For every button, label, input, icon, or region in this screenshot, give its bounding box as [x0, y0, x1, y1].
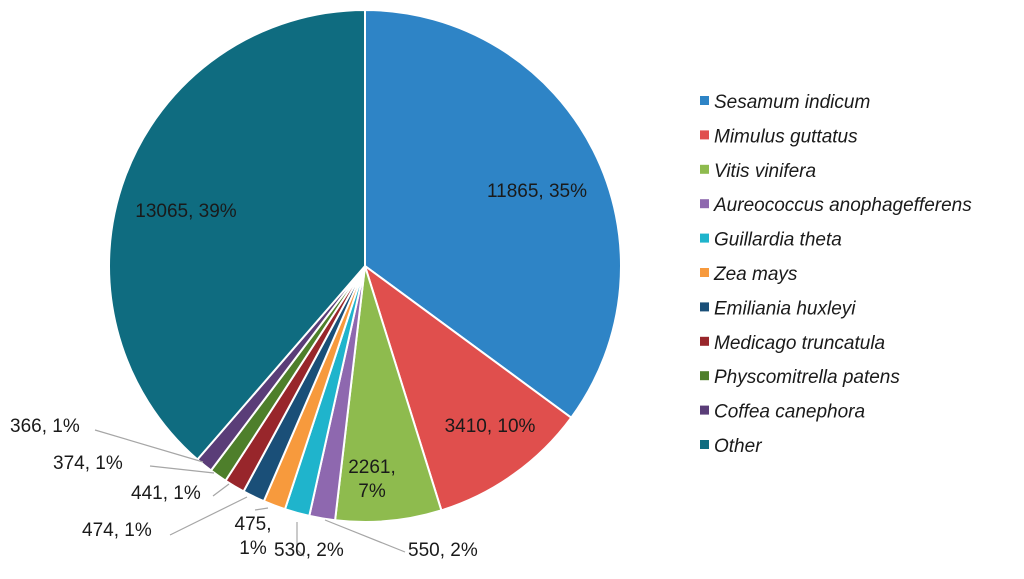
- legend-item-emiliania-huxleyi: Emiliania huxleyi: [700, 298, 856, 319]
- legend-swatch-coffea-canephora: [700, 405, 709, 415]
- data-label-guillardia-theta: 530, 2%: [274, 540, 344, 561]
- legend-swatch-zea-mays: [700, 268, 709, 277]
- data-label-zea-mays: 475, 1%: [235, 514, 272, 559]
- legend-label-mimulus-guttatus: Mimulus guttatus: [714, 126, 858, 147]
- leader-line-emiliania-huxleyi: [169, 496, 248, 536]
- leader-lines: [94, 429, 406, 557]
- legend-label-zea-mays: Zea mays: [713, 264, 798, 285]
- data-label-mimulus-guttatus: 3410, 10%: [445, 416, 536, 437]
- legend-item-medicago-truncatula: Medicago truncatula: [700, 333, 885, 354]
- legend: Sesamum indicum Mimulus guttatus Vitis vin…: [700, 92, 972, 457]
- pie-slice-other: [108, 8, 366, 461]
- legend-item-other: Other: [700, 436, 762, 457]
- data-label-other: 13065, 39%: [135, 201, 237, 222]
- legend-label-other: Other: [714, 436, 762, 457]
- legend-label-sesamum-indicum: Sesamum indicum: [714, 92, 870, 113]
- legend-swatch-aureococcus-anophagefferens: [700, 199, 709, 209]
- legend-label-physcomitrella-patens: Physcomitrella patens: [714, 367, 900, 388]
- legend-item-vitis-vinifera: Vitis vinifera: [700, 161, 816, 182]
- legend-swatch-mimulus-guttatus: [700, 130, 709, 140]
- leader-line-medicago-truncatula: [212, 483, 230, 497]
- legend-item-physcomitrella-patens: Physcomitrella patens: [700, 367, 900, 388]
- legend-swatch-medicago-truncatula: [700, 336, 709, 346]
- data-label-sesamum-indicum: 11865, 35%: [487, 181, 587, 202]
- legend-label-emiliania-huxleyi: Emiliania huxleyi: [714, 298, 856, 319]
- legend-swatch-guillardia-theta: [700, 233, 709, 243]
- pie-slice-mimulus-guttatus: [363, 263, 573, 512]
- legend-item-sesamum-indicum: Sesamum indicum: [700, 92, 870, 113]
- leader-line-zea-mays: [254, 507, 269, 511]
- pie-slices: [108, 8, 622, 523]
- legend-item-guillardia-theta: Guillardia theta: [700, 230, 842, 251]
- leader-line-guillardia-theta: [296, 522, 305, 557]
- legend-label-guillardia-theta: Guillardia theta: [714, 230, 842, 251]
- legend-item-mimulus-guttatus: Mimulus guttatus: [700, 126, 858, 147]
- legend-swatch-other: [700, 440, 709, 449]
- leader-line-aureococcus-anophagefferens: [324, 519, 406, 553]
- leader-line-physcomitrella-patens: [149, 465, 215, 474]
- data-label-medicago-truncatula: 441, 1%: [131, 483, 201, 504]
- legend-item-zea-mays: Zea mays: [700, 264, 798, 285]
- data-label-physcomitrella-patens: 374, 1%: [53, 453, 123, 474]
- legend-item-aureococcus-anophagefferens: Aureococcus anophagefferens: [700, 195, 972, 216]
- legend-label-coffea-canephora: Coffea canephora: [714, 402, 865, 423]
- data-label-coffea-canephora: 366, 1%: [10, 416, 80, 437]
- legend-swatch-emiliania-huxleyi: [700, 302, 709, 312]
- legend-label-aureococcus-anophagefferens: Aureococcus anophagefferens: [713, 195, 972, 216]
- data-label-emiliania-huxleyi: 474, 1%: [82, 520, 152, 541]
- data-label-aureococcus-anophagefferens: 550, 2%: [408, 540, 478, 561]
- legend-label-vitis-vinifera: Vitis vinifera: [714, 161, 816, 182]
- legend-label-medicago-truncatula: Medicago truncatula: [714, 333, 885, 354]
- leader-line-coffea-canephora: [94, 429, 204, 463]
- legend-swatch-sesamum-indicum: [700, 96, 709, 105]
- pie-slice-vitis-vinifera: [333, 265, 443, 523]
- data-labels: 11865, 35% 3410, 10% 2261, 7% 550, 2% 530, 2%…: [10, 181, 587, 561]
- legend-swatch-vitis-vinifera: [700, 164, 709, 174]
- data-label-vitis-vinifera: 2261, 7%: [348, 457, 396, 502]
- legend-swatch-physcomitrella-patens: [700, 371, 709, 381]
- legend-item-coffea-canephora: Coffea canephora: [700, 402, 865, 423]
- pie-slice-sesamum-indicum: [364, 8, 622, 420]
